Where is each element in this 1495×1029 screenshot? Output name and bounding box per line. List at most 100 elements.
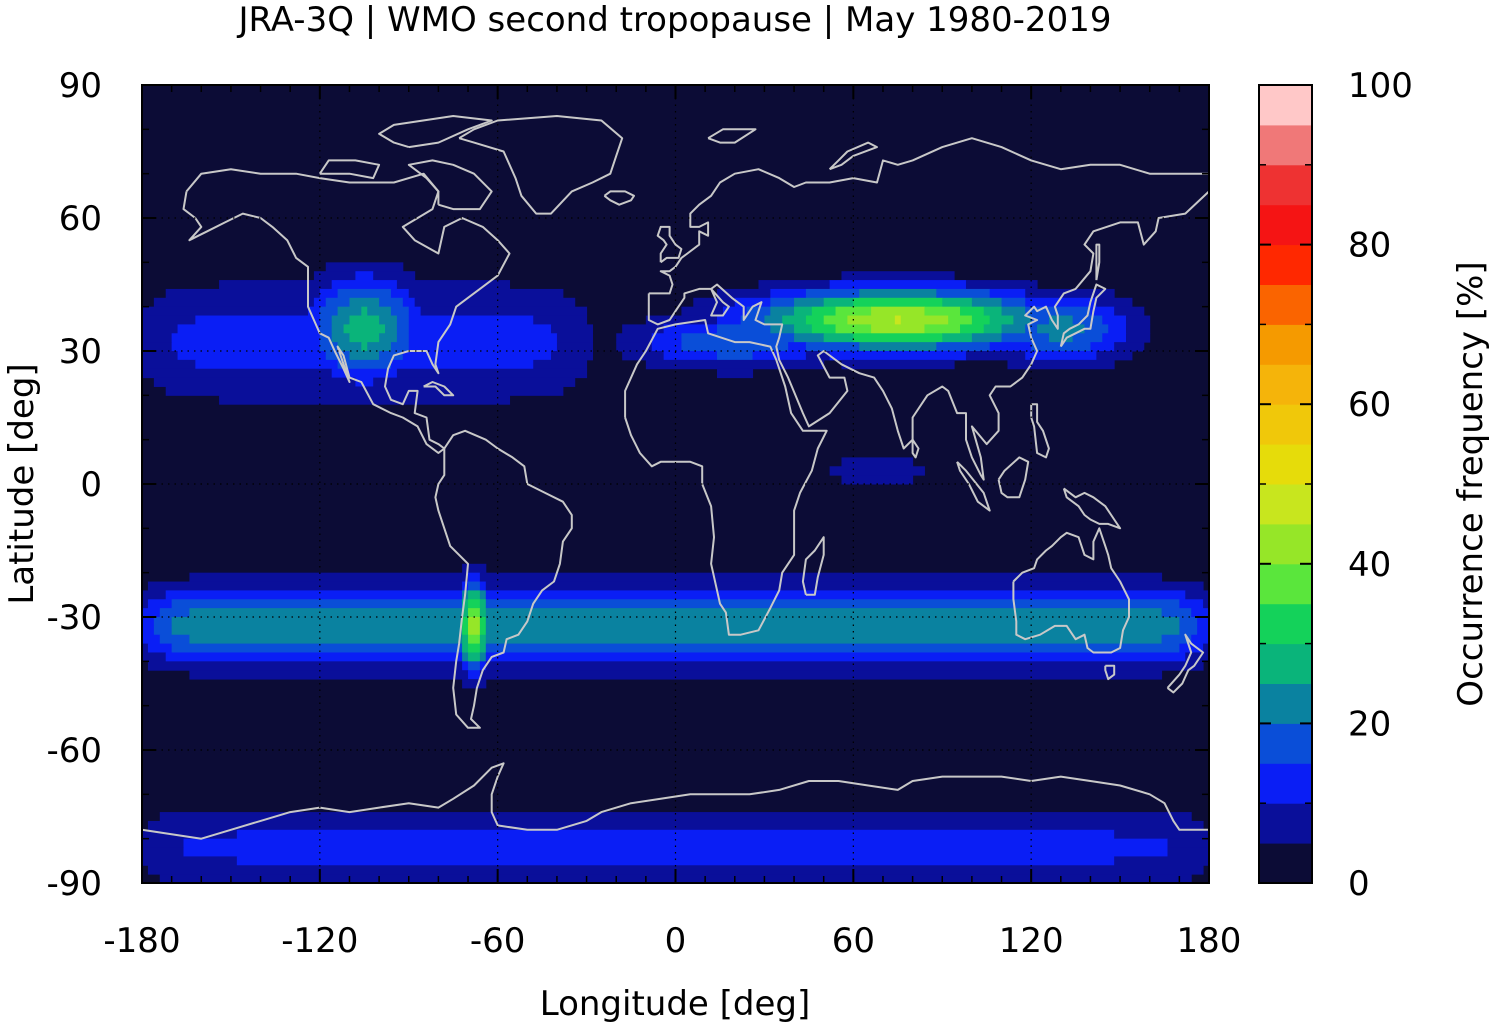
field-cell [551,351,594,361]
field-cell [663,351,718,361]
field-cell [1161,634,1192,645]
field-cell [367,342,392,352]
field-cell [142,359,196,370]
coastline-new-zealand [1166,633,1205,694]
field-cell [1048,333,1074,343]
field-cell [960,306,985,317]
field-cell [829,351,967,361]
field-cell [983,324,1003,334]
field-cell [408,324,552,334]
coastline-north-america [182,168,511,454]
field-cell [479,590,487,600]
field-cell [142,617,155,627]
field-cell [485,581,1204,591]
field-cell [485,634,1163,645]
field-cell [349,351,380,361]
field-cell [770,297,795,308]
field-cell [485,661,1204,671]
field-cell [331,324,345,334]
field-cell [479,608,487,618]
field-cell [236,856,1115,866]
field-cell [1025,351,1097,361]
field-cell [479,670,1163,680]
coastline-iceland [603,190,635,206]
field-cell [402,297,416,308]
colorbar-swatch [1259,803,1312,844]
field-cell [390,306,410,317]
x-axis-label: Longitude [deg] [540,984,811,1024]
field-cell [1185,590,1210,600]
x-axis-ticks: -180 -120 -60 0 60 120 180 [103,85,1241,961]
coastline-australia [1012,527,1130,654]
field-cell [1001,333,1050,343]
field-cell [859,342,937,352]
field-cell [165,288,321,299]
field-cell [153,297,315,308]
field-cell [1179,643,1204,653]
field-cell [408,333,558,343]
colorbar-swatch [1259,723,1312,764]
field-cell [681,306,724,317]
colorbar-swatch [1259,843,1312,884]
field-cell [1048,315,1074,325]
field-cell [189,572,469,583]
colorbar: 0 20 40 60 80 100 [1258,66,1413,904]
field-cell [900,315,949,325]
coastline-japan [1059,283,1107,348]
field-cell [1031,342,1091,352]
field-cell [331,333,350,343]
field-cell [171,625,463,636]
field-cell [1161,608,1192,618]
field-cell [734,297,771,308]
field-cell [408,342,558,352]
field-cell [1114,306,1145,317]
field-cell [468,634,481,645]
colorbar-swatch [1259,484,1312,525]
field-cell [1179,599,1204,609]
field-cell [853,297,943,308]
field-cell [165,386,564,396]
colorbar-swatch [1259,444,1312,485]
colorbar-tick-label: 40 [1348,545,1391,585]
field-cell [841,359,955,370]
field-cell [823,297,854,308]
y-tick-label: 90 [59,66,102,106]
field-cell [319,342,339,352]
field-cell [770,324,795,334]
field-cell [396,280,511,290]
field-cell [142,643,149,653]
field-cell [171,333,321,343]
field-cell [616,333,653,343]
field-cell [1167,847,1210,857]
field-cell [942,297,973,308]
field-cell [924,306,961,317]
field-cell [533,359,588,370]
field-cell [1126,333,1151,343]
field-cell [462,563,487,574]
field-cell [147,643,173,653]
field-cell [1114,829,1210,840]
field-cell [153,377,356,387]
field-cell [396,368,588,379]
colorbar-swatch [1259,284,1312,325]
field-cell [485,617,1180,627]
field-cell [468,625,481,636]
field-cell [337,342,362,352]
field-cell [142,306,309,317]
field-cell [1001,297,1026,308]
field-cell [1126,324,1151,334]
field-cell [373,377,576,387]
coastline-tasmania [1104,664,1116,681]
field-cell [1185,652,1210,662]
field-cell [236,829,1115,840]
chart-title: JRA-3Q | WMO second tropopause | May 198… [237,0,1112,40]
field-cell [1037,324,1086,334]
field-cell [1179,617,1198,627]
coastline-sakhalin [1095,243,1101,281]
coastline-ellesmere-arctic-archipelago [378,115,493,149]
x-tick-label: 180 [1177,921,1242,961]
field-cell [462,679,487,689]
field-cell [1072,333,1103,343]
field-cell [936,288,991,299]
field-cell [716,368,754,379]
